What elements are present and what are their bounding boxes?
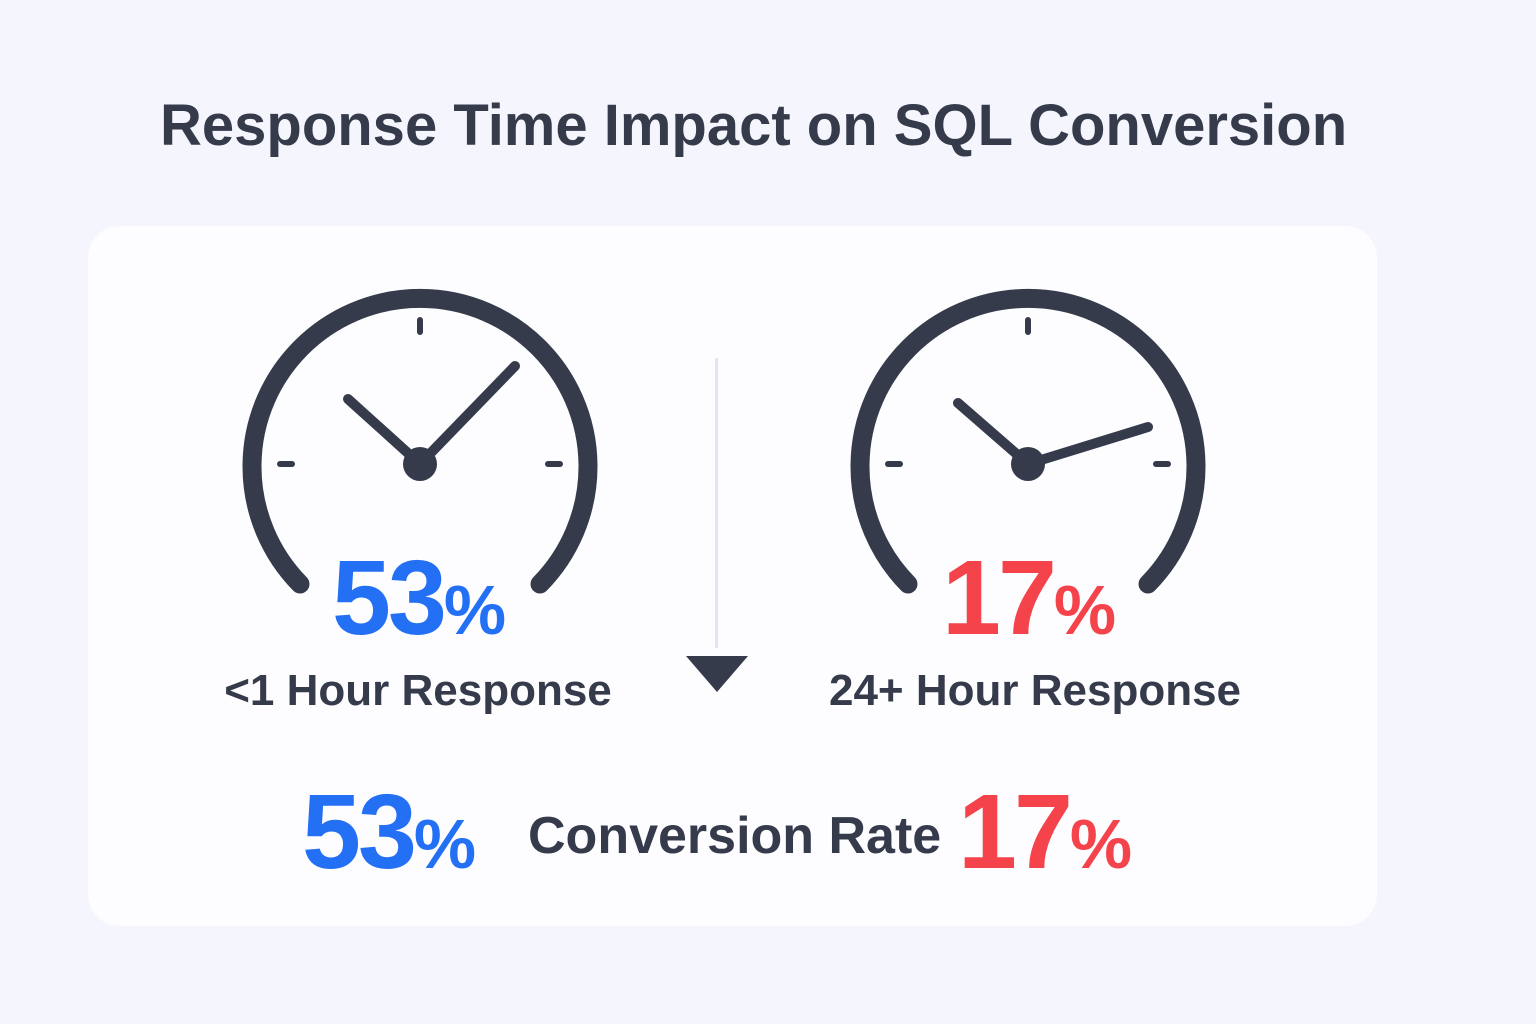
summary-slow-symbol: % [1069,805,1133,883]
fast-symbol: % [443,571,507,649]
summary-slow-percentage: 17% [958,772,1132,893]
slow-value: 17 [942,539,1057,657]
summary-fast-symbol: % [413,805,477,883]
summary-fast-value: 53 [302,773,417,891]
page-title: Response Time Impact on SQL Conversion [160,93,1348,158]
summary-fast-percentage: 53% [302,772,476,893]
slow-gauge-percentage: 17% [942,538,1116,659]
fast-response-label: <1 Hour Response [224,666,612,715]
summary-slow-value: 17 [958,773,1073,891]
slow-clock-gauge-icon [850,289,1206,594]
conversion-rate-label: Conversion Rate [528,807,942,865]
fast-gauge-percentage: 53% [332,538,506,659]
fast-clock-gauge-icon [242,289,598,594]
slow-symbol: % [1053,571,1117,649]
slow-response-label: 24+ Hour Response [828,666,1242,715]
fast-value: 53 [332,539,447,657]
divider-line [715,358,718,648]
arrow-down-icon [686,656,748,692]
